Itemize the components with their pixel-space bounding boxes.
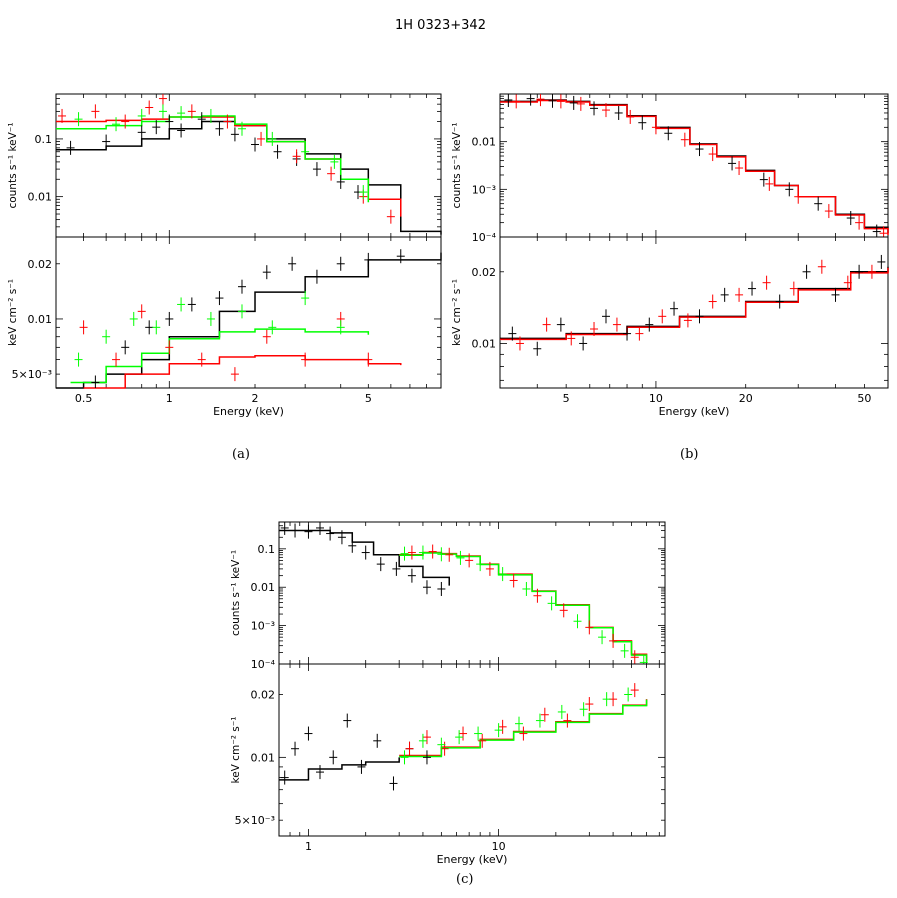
panel-b-top-ytick-label: 10⁻³ — [472, 183, 496, 196]
panel-b-xtick-label: 50 — [857, 392, 871, 405]
panel-a-bottom-ytick-label: 5×10⁻³ — [12, 368, 52, 381]
panel-a-xtick-label: 5 — [365, 392, 372, 405]
panel-b-xtick-label: 20 — [739, 392, 753, 405]
panel-b-xlabel: Energy (keV) — [659, 405, 730, 418]
panel-b-top-model-red — [500, 99, 889, 236]
panel-b-bottom-ytick-label: 0.02 — [472, 266, 497, 279]
panel-a-top-model-black — [56, 120, 442, 235]
panel-c-bottom-ytick-label: 0.02 — [251, 689, 276, 702]
caption-c: (c) — [456, 872, 474, 887]
panel-c-top-model-green — [399, 552, 648, 663]
panel-b-top-model-black — [500, 99, 889, 234]
panel-b-top-ytick-label: 0.01 — [472, 136, 497, 149]
panel-a-bottom-ytick-label: 0.02 — [28, 258, 53, 271]
panel-a-xtick-label: 0.5 — [75, 392, 93, 405]
panel-c-top-model-red — [399, 551, 648, 661]
panel-a-top-model-green — [56, 115, 370, 203]
panel-b-xtick-label: 10 — [649, 392, 663, 405]
panel-a-bottom-model-green — [70, 328, 370, 384]
panel-c-bottom-ytick-label: 5×10⁻³ — [235, 814, 275, 827]
panel-a-bottom-model-black — [56, 252, 442, 389]
panel-a-top-ytick-label: 0.1 — [35, 133, 53, 146]
panel-c-bottom-frame — [278, 663, 666, 837]
panel-a-xtick-label: 1 — [166, 392, 173, 405]
panel-b-xtick-label: 5 — [563, 392, 570, 405]
panel-a-xtick-label: 2 — [252, 392, 259, 405]
panel-c-top-ytick-label: 0.01 — [251, 581, 276, 594]
panel-c-bottom-model-red — [399, 699, 648, 757]
panel-b-top-frame — [499, 93, 889, 238]
panel-c-bottom-model-black — [279, 757, 400, 781]
panel-b-top-ylabel: counts s⁻¹ keV⁻¹ — [451, 122, 463, 208]
panel-a-top-frame — [55, 93, 442, 238]
panel-c-top-ytick-label: 10⁻³ — [251, 620, 275, 633]
panel-b-bottom-ytick-label: 0.01 — [472, 337, 497, 350]
panel-b-bottom-ylabel: keV cm⁻² s⁻¹ — [451, 279, 463, 346]
panel-c-top-ytick-label: 10⁻⁴ — [251, 658, 276, 671]
panel-b-top-ytick-label: 10⁻⁴ — [472, 231, 497, 244]
panel-a-top-ytick-label: 0.01 — [28, 191, 53, 204]
panel-a-top-ylabel: counts s⁻¹ keV⁻¹ — [7, 122, 19, 208]
panel-c-xtick-label: 1 — [305, 840, 312, 853]
panel-c-top-ytick-label: 0.1 — [258, 543, 276, 556]
panel-a-xlabel: Energy (keV) — [213, 405, 284, 418]
panel-b-bottom-model-red — [500, 267, 889, 341]
panel-c-bottom-model-green — [399, 699, 648, 758]
figure-title: 1H 0323+342 — [395, 18, 486, 33]
panel-c-xtick-label: 10 — [492, 840, 506, 853]
panel-c-top-model-black — [279, 529, 450, 586]
panel-c-bottom-ylabel: keV cm⁻² s⁻¹ — [230, 717, 242, 784]
caption-b: (b) — [680, 447, 699, 462]
caption-a: (a) — [232, 447, 250, 462]
panel-c-xlabel: Energy (keV) — [437, 853, 508, 866]
panel-c-bottom-ytick-label: 0.01 — [251, 751, 276, 764]
panel-a-bottom-ylabel: keV cm⁻² s⁻¹ — [7, 279, 19, 346]
panel-b-bottom-frame — [499, 236, 889, 389]
panel-a-bottom-model-red — [83, 354, 402, 389]
panel-c-top-ylabel: counts s⁻¹ keV⁻¹ — [230, 550, 242, 636]
panel-a-top-model-red — [56, 116, 402, 217]
panel-a-bottom-frame — [55, 236, 442, 389]
panel-b-bottom-model-black — [500, 266, 889, 340]
panel-c-top-frame — [278, 521, 666, 665]
panel-a-bottom-ytick-label: 0.01 — [28, 313, 53, 326]
